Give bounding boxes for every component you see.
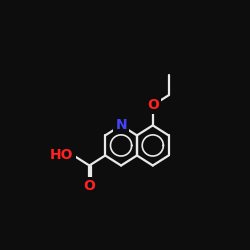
Text: O: O: [84, 178, 95, 192]
Text: HO: HO: [50, 148, 74, 162]
Text: N: N: [115, 118, 127, 132]
Text: O: O: [147, 98, 159, 112]
